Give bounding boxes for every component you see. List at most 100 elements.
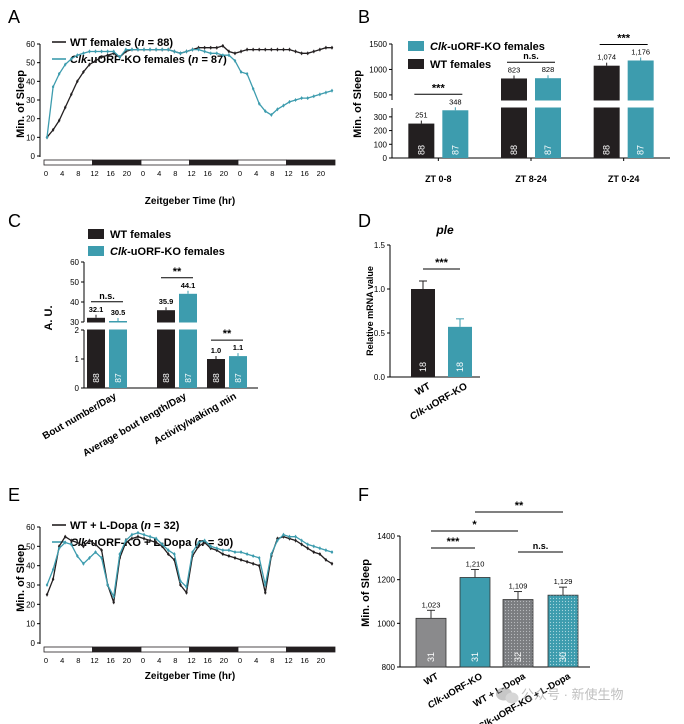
data-point-ko	[258, 102, 261, 105]
bar-1	[459, 577, 491, 668]
data-point-wt	[179, 583, 182, 587]
significance-label: n.s.	[533, 541, 549, 551]
y-tick-label: 20	[26, 600, 35, 609]
data-point-wt	[318, 48, 322, 51]
data-point-ko	[258, 556, 261, 560]
bar-n-label: 18	[418, 362, 428, 372]
significance-label: **	[223, 328, 232, 340]
data-label: 1,109	[509, 582, 528, 591]
data-point-ko	[154, 537, 158, 540]
data-point-ko	[94, 50, 97, 53]
data-point-ko	[233, 550, 237, 554]
y-tick-label: 1.0	[374, 285, 386, 294]
data-point-ko	[45, 136, 49, 139]
data-point-ko	[294, 535, 297, 538]
dark-phase-bar	[189, 159, 239, 166]
data-point-ko	[276, 539, 279, 542]
bar-wt	[87, 317, 105, 388]
data-point-ko	[300, 539, 303, 542]
x-tick-label: 16	[300, 656, 308, 665]
panel-a-line-chart: Min. of Sleep Zeitgeber Time (hr) WT fem…	[15, 37, 336, 207]
panel-c-y-axis-label: A. U.	[43, 305, 55, 330]
y-tick-label: 300	[374, 113, 388, 122]
legend-swatch-wt	[88, 229, 104, 239]
y-tick-label: 60	[70, 258, 79, 267]
bar-wt	[501, 78, 527, 158]
data-point-ko	[70, 543, 73, 546]
data-point-wt	[167, 552, 170, 556]
x-tick-label: 12	[284, 169, 292, 178]
x-tick-label: 4	[254, 656, 258, 665]
y-tick-label: 30	[70, 318, 79, 327]
axis-break-gap	[407, 100, 436, 108]
x-tick-label: 20	[123, 169, 131, 178]
y-tick-label: 40	[70, 298, 79, 307]
x-tick-label: 0	[44, 169, 48, 178]
data-point-wt	[264, 48, 267, 51]
data-point-wt	[130, 537, 134, 540]
data-point-wt	[288, 48, 291, 51]
x-tick-label: 8	[173, 169, 177, 178]
legend-label-wt: WT females	[110, 229, 171, 241]
data-point-ko	[148, 535, 152, 538]
panel-letter-f: F	[358, 485, 369, 505]
bar-n-label: 88	[91, 373, 101, 383]
legend-label-ko: Clk-uORF-KO females (n = 87)	[70, 54, 227, 66]
data-point-ko	[185, 585, 188, 589]
x-tick-label: 20	[317, 656, 325, 665]
data-point-wt	[282, 48, 285, 51]
x-tick-label: 4	[157, 656, 161, 665]
data-point-wt	[300, 543, 303, 546]
y-tick-label: 0.0	[374, 373, 386, 382]
data-label: 1,176	[631, 47, 650, 56]
data-point-ko	[251, 87, 255, 91]
data-point-wt	[264, 591, 267, 594]
data-point-ko	[270, 113, 273, 117]
x-category-label: ZT 0-24	[608, 174, 640, 184]
data-point-ko	[239, 550, 243, 554]
panel-e-legend: WT + L-Dopa (n = 32) Clk-uORF-KO + L-Dop…	[52, 520, 234, 549]
panel-letter-d: D	[358, 211, 371, 231]
y-tick-label: 1000	[369, 65, 387, 74]
data-point-wt	[294, 539, 297, 542]
data-point-ko	[312, 95, 315, 98]
bar-n-label: 87	[183, 373, 193, 383]
data-point-wt	[233, 556, 237, 560]
data-point-ko	[288, 535, 291, 538]
data-label: 1,074	[597, 53, 616, 62]
panel-a-legend: WT females (n = 88) Clk-uORF-KO females …	[52, 37, 227, 66]
axis-break-gap	[86, 322, 106, 330]
data-point-wt	[258, 48, 261, 51]
data-point-wt	[251, 562, 255, 565]
bar-wt	[411, 289, 435, 377]
bar-n-label: 87	[450, 145, 460, 155]
data-point-ko	[203, 50, 206, 53]
x-tick-label: 16	[106, 656, 114, 665]
x-tick-label: 8	[76, 169, 80, 178]
data-point-wt	[197, 46, 200, 49]
data-point-wt	[51, 128, 55, 132]
y-tick-label: 40	[26, 77, 35, 86]
y-tick-label: 0	[31, 639, 36, 648]
data-point-ko	[282, 104, 285, 107]
panel-letter-c: C	[8, 211, 21, 231]
data-point-wt	[251, 48, 255, 51]
data-label: 44.1	[181, 281, 196, 290]
data-label: 1.0	[211, 346, 221, 355]
x-tick-label: 12	[90, 169, 98, 178]
bar-n-label: 18	[455, 362, 465, 372]
panel-b-y-axis-label: Min. of Sleep	[352, 70, 364, 138]
data-point-ko	[324, 549, 328, 552]
panel-d-title: ple	[435, 223, 454, 237]
data-point-ko	[167, 48, 170, 51]
y-tick-label: 2	[75, 326, 80, 335]
x-tick-label: 4	[254, 169, 258, 178]
data-point-wt	[112, 601, 115, 604]
data-point-ko	[330, 550, 334, 554]
significance-label: n.s.	[523, 51, 539, 61]
bar-n-label: 31	[470, 652, 480, 662]
significance-label: ***	[432, 82, 446, 94]
data-point-ko	[106, 50, 109, 53]
data-point-wt	[70, 539, 73, 542]
